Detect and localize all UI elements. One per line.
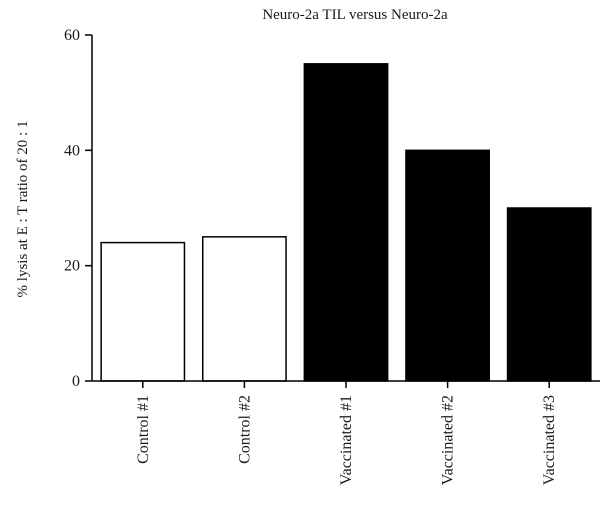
x-tick-label: Vaccinated #3 [541, 395, 558, 485]
y-tick-label: 20 [64, 258, 80, 275]
bar [100, 241, 186, 382]
y-tick-label: 60 [64, 27, 80, 44]
chart-title: Neuro-2a TIL versus Neuro-2a [262, 7, 448, 23]
bar [201, 236, 287, 382]
bars-group [100, 63, 592, 382]
x-tick-label: Control #2 [236, 395, 253, 464]
y-tick-label: 40 [64, 142, 80, 159]
x-tick-label: Control #1 [135, 395, 152, 464]
bar [506, 207, 592, 382]
x-axis-ticks: Control #1 Control #2 Vaccinated #1 Vaccina… [135, 381, 558, 485]
bar [303, 63, 389, 382]
y-axis-ticks: 0 20 40 60 [64, 27, 92, 390]
y-tick-label: 0 [72, 373, 80, 390]
x-tick-label: Vaccinated #2 [440, 395, 457, 485]
x-tick-label: Vaccinated #1 [338, 395, 355, 485]
y-axis-label: % lysis at E : T ratio of 20 : 1 [15, 121, 31, 298]
bar [405, 149, 491, 382]
